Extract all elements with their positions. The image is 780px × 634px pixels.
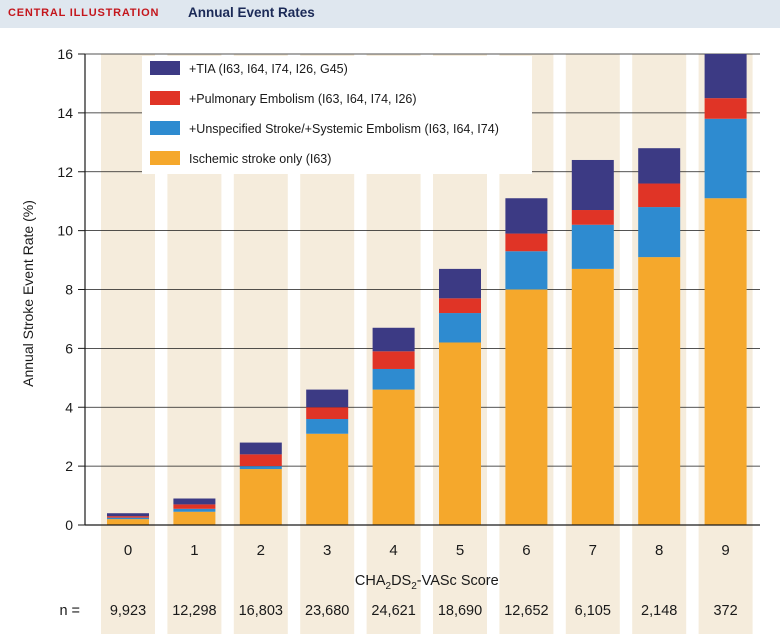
bar-segment-3-series-1 [306, 419, 349, 434]
n-value-8: 2,148 [641, 603, 677, 619]
bar-segment-2-series-1 [239, 466, 282, 470]
bar-segment-6-series-3 [505, 198, 548, 234]
bar-segment-9-series-1 [704, 118, 747, 199]
bar-segment-4-series-0 [372, 389, 415, 525]
bar-segment-5-series-0 [439, 342, 481, 525]
n-value-1: 12,298 [172, 603, 216, 619]
bar-segment-8-series-1 [638, 207, 681, 258]
bar-segment-8-series-0 [638, 257, 681, 525]
bar-segment-7-series-1 [571, 224, 614, 269]
bar-segment-7-series-3 [571, 159, 614, 211]
legend-box [142, 56, 532, 174]
bar-segment-6-series-0 [505, 289, 548, 525]
bar-segment-4-series-3 [372, 327, 415, 352]
bar-segment-4-series-1 [372, 368, 415, 390]
x-tick-label: 8 [655, 542, 663, 559]
y-tick-label: 2 [65, 458, 73, 474]
x-axis-title-subscript: 2 [386, 581, 392, 592]
x-tick-label: 4 [389, 542, 397, 559]
x-axis-title-part: CHA [355, 573, 386, 589]
figure-header: CENTRAL ILLUSTRATION Annual Event Rates [0, 0, 780, 28]
n-row-label: n = [59, 603, 80, 619]
bar-segment-2-series-0 [239, 469, 282, 525]
y-axis-title: Annual Stroke Event Rate (%) [20, 200, 36, 387]
x-tick-label: 1 [190, 542, 198, 559]
legend-swatch-0 [150, 151, 180, 165]
x-tick-label: 2 [257, 542, 265, 559]
bar-segment-7-series-2 [571, 210, 614, 225]
n-value-0: 9,923 [110, 603, 146, 619]
bar-segment-9-series-2 [704, 98, 747, 119]
bar-segment-0-series-2 [107, 516, 149, 518]
x-axis-title-subscript: 2 [411, 581, 417, 592]
bar-segment-0-series-1 [107, 517, 149, 520]
n-value-7: 6,105 [575, 603, 611, 619]
legend: +TIA (I63, I64, I74, I26, G45) +Pulmonary… [142, 56, 532, 174]
n-value-9: 372 [713, 603, 737, 619]
central-illustration-label: CENTRAL ILLUSTRATION [8, 7, 160, 19]
bar-segment-7-series-0 [571, 268, 614, 525]
bar-segment-1-series-2 [173, 504, 216, 509]
bar-segment-5-series-1 [439, 313, 481, 343]
y-tick-label: 10 [57, 223, 73, 239]
n-value-3: 23,680 [305, 603, 349, 619]
bar-segment-3-series-3 [306, 389, 349, 408]
bar-segment-1-series-3 [173, 498, 216, 505]
bar-segment-8-series-2 [638, 183, 681, 208]
x-axis-title-part: DS [391, 573, 411, 589]
legend-label: +Pulmonary Embolism (I63, I64, I74, I26) [189, 92, 417, 106]
bar-segment-3-series-0 [306, 433, 349, 525]
bar-segment-6-series-1 [505, 251, 548, 290]
bar-segment-6-series-2 [505, 233, 548, 252]
bar-segment-3-series-2 [306, 407, 349, 420]
bars [107, 54, 747, 525]
bar-segment-4-series-2 [372, 351, 415, 369]
n-value-4: 24,621 [371, 603, 415, 619]
y-tick-label: 0 [65, 517, 73, 533]
x-tick-label: 9 [721, 542, 729, 559]
x-axis-title: CHA2DS2-VASc Score [355, 573, 499, 592]
y-tick-label: 6 [65, 340, 73, 356]
bar-segment-0-series-3 [107, 513, 149, 517]
x-tick-label: 0 [124, 542, 132, 559]
n-value-5: 18,690 [438, 603, 482, 619]
legend-label: Ischemic stroke only (I63) [189, 152, 331, 166]
y-tick-label: 16 [57, 46, 73, 62]
y-tick-label: 4 [65, 399, 73, 415]
bar-segment-0-series-0 [107, 519, 149, 525]
n-value-6: 12,652 [504, 603, 548, 619]
bar-segment-1-series-1 [173, 508, 216, 512]
bar-segment-9-series-3 [704, 54, 747, 99]
bar-segment-2-series-2 [239, 454, 282, 467]
bar-segment-5-series-3 [439, 268, 481, 299]
y-tick-label: 12 [57, 164, 73, 180]
bar-segment-5-series-2 [439, 298, 481, 314]
n-value-2: 16,803 [239, 603, 283, 619]
x-tick-label: 6 [522, 542, 530, 559]
x-tick-label: 7 [589, 542, 597, 559]
legend-label: +TIA (I63, I64, I74, I26, G45) [189, 62, 348, 76]
figure-title: Annual Event Rates [188, 5, 315, 20]
legend-swatch-3 [150, 61, 180, 75]
legend-swatch-1 [150, 121, 180, 135]
y-tick-label: 14 [57, 105, 73, 121]
bar-segment-8-series-3 [638, 148, 681, 184]
x-tick-label: 3 [323, 542, 331, 559]
legend-label: +Unspecified Stroke/+Systemic Embolism (… [189, 122, 499, 136]
legend-swatch-2 [150, 91, 180, 105]
bar-segment-1-series-0 [173, 511, 216, 525]
x-axis-title-part: -VASc Score [417, 573, 499, 589]
bar-segment-2-series-3 [239, 442, 282, 455]
bar-segment-9-series-0 [704, 198, 747, 525]
y-tick-label: 8 [65, 282, 73, 298]
x-tick-label: 5 [456, 542, 464, 559]
